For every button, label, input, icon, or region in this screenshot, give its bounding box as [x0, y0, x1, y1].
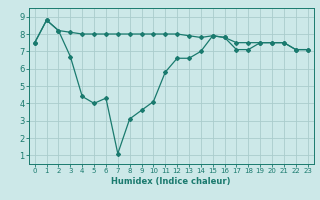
X-axis label: Humidex (Indice chaleur): Humidex (Indice chaleur) [111, 177, 231, 186]
